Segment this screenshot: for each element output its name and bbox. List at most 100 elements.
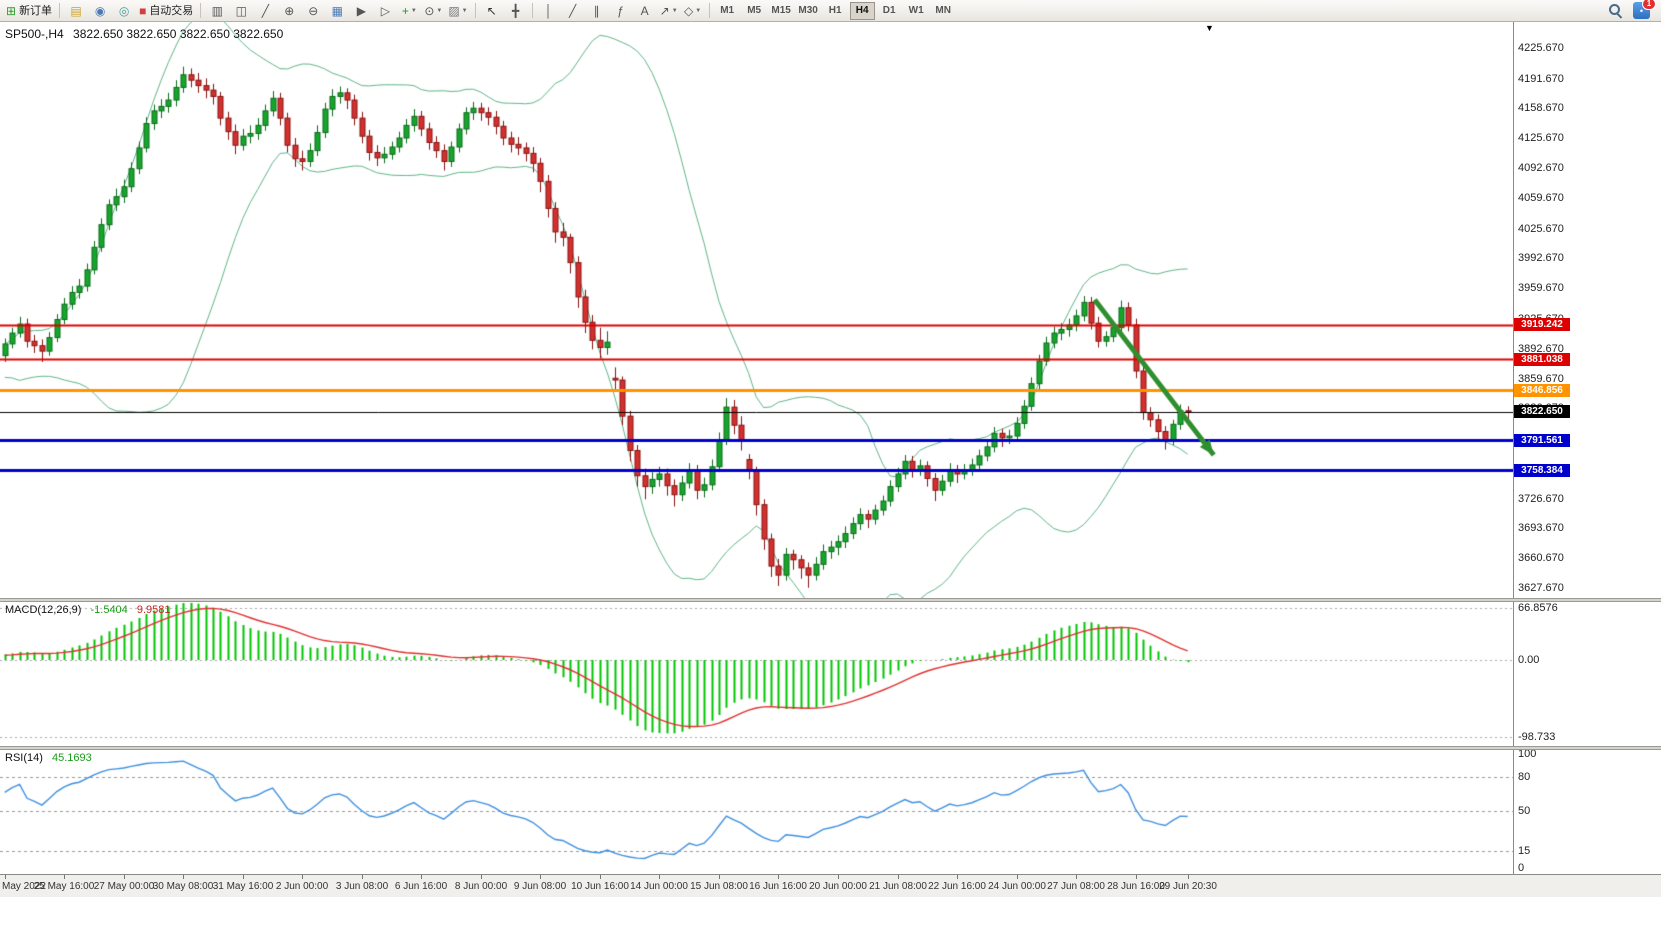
new-order-button[interactable]: ⊞ 新订单 [3,1,55,21]
time-tick-mark [540,875,541,879]
time-tick-mark [838,875,839,879]
time-tick-mark [1136,875,1137,879]
time-tick-mark [302,875,303,879]
templates-button[interactable]: ▨ ▼ [445,1,470,21]
dropdown-caret-icon: ▼ [671,7,678,14]
rsi-value: 45.1693 [51,752,92,764]
price-scale-border [1513,22,1514,897]
timeframe-h1-button[interactable]: H1 [828,4,842,16]
trendline-button[interactable]: ╱ [561,1,585,21]
periods-button[interactable]: ⊙ ▼ [421,1,445,21]
auto-scroll-button[interactable]: ▶ [349,1,373,21]
new-order-button-label: 新订单 [19,4,53,17]
timeframe-m15-button[interactable]: M15 [771,4,791,16]
cursor-icon: ↖ [486,3,497,18]
zoom-in-button[interactable]: ⊕ [277,1,301,21]
shapes-button[interactable]: ◇ ▼ [681,1,705,21]
timeframe-m30-button[interactable]: M30 [798,4,818,16]
fibonacci-icon: ƒ [617,3,624,18]
fibonacci-button[interactable]: ƒ [609,1,633,21]
community-button[interactable]: ◎ [112,1,136,21]
toolbar-separator [531,3,533,18]
metaeditor-icon: ▤ [70,3,82,18]
time-tick-mark [5,875,6,879]
templates-icon: ▨ [448,3,460,18]
crosshair-button[interactable]: ╋ [504,1,528,21]
chart-shift-button[interactable]: ▷ [373,1,397,21]
price-scale-label: 3627.670 [1518,582,1564,595]
time-tick-mark [600,875,601,879]
timeframe-h4-button[interactable]: H4 [849,1,875,20]
dropdown-caret-icon: ▼ [410,7,417,14]
time-tick-label: 20 Jun 00:00 [809,881,867,892]
time-tick-mark [183,875,184,879]
time-tick-label: 6 Jun 16:00 [394,881,448,892]
periods-icon: ⊙ [424,3,435,18]
timeframe-m1-button[interactable]: M1 [720,4,735,16]
time-tick-label: 22 Jun 16:00 [928,881,986,892]
bar-chart-button[interactable]: ▥ [205,1,229,21]
rsi-scale-label: 80 [1518,770,1531,783]
price-scale-label: 3892.670 [1518,342,1564,355]
equidistant-channel-icon: ∥ [593,3,600,18]
auto-trading-button[interactable]: ■ 自动交易 [136,1,196,21]
time-tick-mark [243,875,244,879]
dropdown-caret-icon: ▼ [436,7,443,14]
cursor-button[interactable]: ↖ [480,1,504,21]
timeframe-w1-button[interactable]: W1 [908,4,924,16]
rsi-label: RSI(14) 45.1693 [5,752,92,764]
rsi-name: RSI(14) [5,752,43,764]
zoom-out-button[interactable]: ⊖ [301,1,325,21]
time-tick-mark [1017,875,1018,879]
equidistant-channel-button[interactable]: ∥ [585,1,609,21]
arrows-button[interactable]: ↗ ▼ [657,1,681,21]
price-scale-label: 4059.670 [1518,191,1564,204]
chart-shift-marker-icon[interactable]: ▼ [1205,23,1214,33]
time-tick-label: 10 Jun 16:00 [571,881,629,892]
zoom-out-icon: ⊖ [308,3,319,18]
panel-divider[interactable] [0,598,1661,602]
text-label-button[interactable]: A [633,1,657,21]
price-chart-canvas[interactable] [0,22,1513,598]
macd-name: MACD(12,26,9) [5,604,82,616]
vertical-line-button[interactable]: │ [537,1,561,21]
indicators-button[interactable]: + ▼ [397,1,421,21]
time-tick-mark [64,875,65,879]
algo-trading-button[interactable]: ◉ [88,1,112,21]
price-scale-label: 4191.670 [1518,72,1564,85]
tile-windows-button[interactable]: ▦ [325,1,349,21]
time-tick-label: 27 May 00:00 [93,881,155,892]
time-tick-label: 25 May 16:00 [33,881,95,892]
search-icon[interactable] [1608,3,1623,18]
toolbar-separator [708,3,710,18]
macd-scale-label: 66.8576 [1518,601,1558,614]
time-tick-label: 21 Jun 08:00 [869,881,927,892]
notifications-icon[interactable]: • 1 [1633,0,1656,19]
panel-divider[interactable] [0,746,1661,750]
rsi-panel-canvas[interactable] [0,750,1513,874]
time-tick-mark [898,875,899,879]
macd-scale-label: 0.00 [1518,654,1540,666]
time-tick-label: 8 Jun 00:00 [454,881,508,892]
time-tick-mark [719,875,720,879]
timeframe-d1-button[interactable]: D1 [882,4,896,16]
price-scale-label: 3859.670 [1518,372,1564,385]
price-tag: 3919.242 [1514,318,1570,332]
time-tick-label: 15 Jun 08:00 [690,881,748,892]
time-axis[interactable]: May 2022 25 May 16:00 27 May 00:00 30 May 0… [0,874,1661,897]
text-label-icon: A [640,3,649,18]
price-scale-label: 4158.670 [1518,102,1564,115]
line-chart-button[interactable]: ╱ [253,1,277,21]
metaeditor-button[interactable]: ▤ [64,1,88,21]
time-tick-label: 31 May 16:00 [212,881,274,892]
candlestick-chart-button[interactable]: ◫ [229,1,253,21]
arrows-icon: ↗ [659,3,670,18]
candlestick-chart-icon: ◫ [235,3,247,18]
macd-panel-canvas[interactable] [0,602,1513,746]
price-scale-label: 4092.670 [1518,162,1564,175]
price-tag: 3846.856 [1514,383,1570,397]
timeframe-mn-button[interactable]: MN [935,4,951,16]
time-tick-label: 24 Jun 00:00 [988,881,1046,892]
timeframe-m5-button[interactable]: M5 [747,4,762,16]
